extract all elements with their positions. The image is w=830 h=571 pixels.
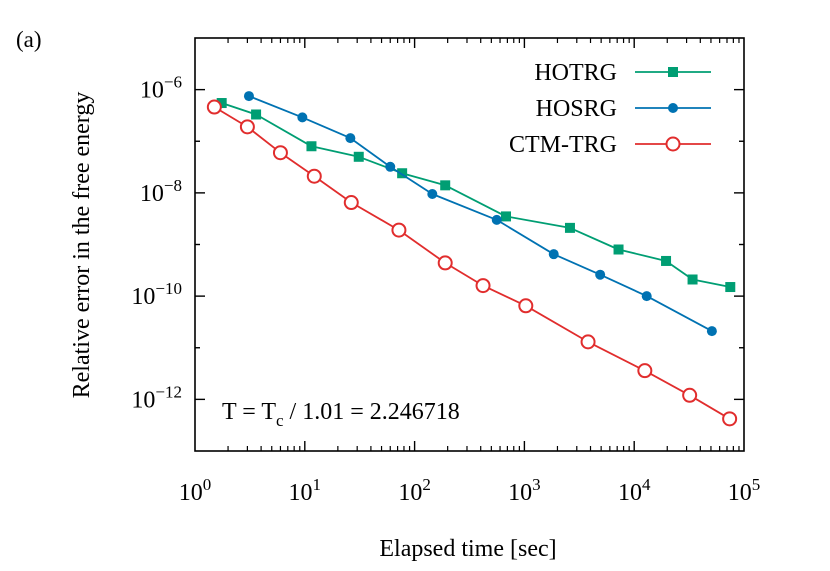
data-point [501,211,512,222]
data-point [272,145,288,161]
x-tick-label: 101 [289,475,322,506]
data-point [518,298,534,314]
data-point [595,269,606,280]
legend-label: CTM-TRG [509,132,617,158]
series-hotrg [216,98,736,293]
legend: HOTRG HOSRG CTM-TRG [509,60,711,158]
data-point [725,282,736,293]
y-axis-label: Relative error in the free energy [69,92,95,399]
data-point [239,119,255,135]
data-point [391,222,407,238]
data-point [637,363,653,379]
data-point [564,222,575,233]
data-point [580,334,596,350]
data-point [251,109,262,120]
legend-label: HOTRG [534,60,617,86]
axes: 100 101 102 103 104 105 10−6 10−8 10−10 10−12 [131,37,761,506]
data-point [641,291,652,302]
x-tick-label: 102 [398,475,431,506]
y-tick-label: 10−6 [140,73,182,104]
legend-label: HOSRG [536,96,617,122]
data-point [206,99,222,115]
data-point [613,244,624,255]
data-point [306,168,322,184]
data-point [722,411,738,427]
legend-marker [668,103,678,113]
data-point [343,195,359,211]
data-point [687,274,698,285]
data-point [475,278,491,294]
data-point [345,133,356,144]
legend-marker [665,136,681,152]
data-point [353,151,364,162]
data-point [397,168,408,179]
data-point [661,255,672,266]
series-line [213,106,731,420]
data-point [297,112,308,123]
data-point [440,180,451,191]
x-tick-label: 105 [728,475,761,506]
y-tick-label: 10−12 [131,382,182,413]
plot-area [206,91,738,427]
data-point [437,255,453,271]
x-tick-label: 100 [179,475,212,506]
data-point [385,161,396,172]
series-hosrg [243,91,717,337]
y-tick-label: 10−8 [140,176,182,207]
x-axis-label: Elapsed time [sec] [379,536,556,562]
x-tick-label: 104 [618,475,651,506]
series-ctm-trg [206,99,738,427]
plot-frame [194,37,745,452]
series-line [221,102,731,288]
data-point [427,189,438,200]
x-tick-label: 103 [508,475,541,506]
data-point [548,249,559,260]
data-point [682,387,698,403]
y-tick-label: 10−10 [131,279,182,310]
data-point [306,141,317,152]
series-line [248,95,713,332]
legend-marker [668,67,678,77]
data-point [491,214,502,225]
data-point [243,91,254,102]
panel-label: (a) [16,27,42,52]
data-point [216,98,227,109]
data-point [706,326,717,337]
temperature-annotation: T = Tc / 1.01 = 2.246718 [222,399,460,430]
